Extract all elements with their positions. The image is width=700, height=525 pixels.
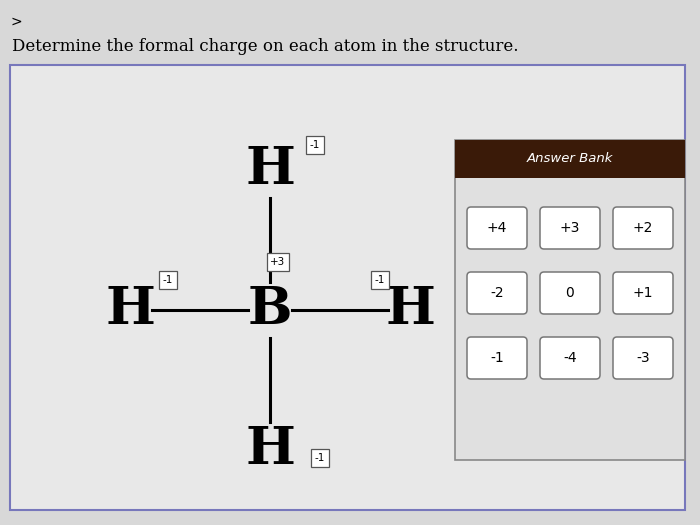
Text: Answer Bank: Answer Bank <box>527 152 613 165</box>
Text: H: H <box>385 285 435 335</box>
Text: -1: -1 <box>490 351 504 365</box>
FancyBboxPatch shape <box>613 207 673 249</box>
FancyBboxPatch shape <box>540 337 600 379</box>
FancyBboxPatch shape <box>10 65 685 510</box>
FancyBboxPatch shape <box>540 272 600 314</box>
Text: H: H <box>105 285 155 335</box>
Text: +1: +1 <box>633 286 653 300</box>
FancyBboxPatch shape <box>613 272 673 314</box>
Text: +2: +2 <box>633 221 653 235</box>
FancyBboxPatch shape <box>467 272 527 314</box>
FancyBboxPatch shape <box>467 337 527 379</box>
Text: Determine the formal charge on each atom in the structure.: Determine the formal charge on each atom… <box>12 38 519 55</box>
Text: H: H <box>245 144 295 195</box>
Text: -1: -1 <box>310 140 320 150</box>
Text: +3: +3 <box>560 221 580 235</box>
Text: -1: -1 <box>163 275 173 285</box>
FancyBboxPatch shape <box>455 140 685 460</box>
Text: -1: -1 <box>374 275 385 285</box>
FancyBboxPatch shape <box>540 207 600 249</box>
Text: +4: +4 <box>486 221 507 235</box>
FancyBboxPatch shape <box>467 207 527 249</box>
Text: H: H <box>245 425 295 476</box>
Text: -2: -2 <box>490 286 504 300</box>
Text: B: B <box>248 285 293 335</box>
Text: +3: +3 <box>270 257 286 267</box>
Text: -1: -1 <box>315 453 326 463</box>
Text: 0: 0 <box>566 286 575 300</box>
FancyBboxPatch shape <box>455 140 685 178</box>
Text: >: > <box>10 15 22 29</box>
Text: -4: -4 <box>564 351 577 365</box>
FancyBboxPatch shape <box>613 337 673 379</box>
Text: -3: -3 <box>636 351 650 365</box>
